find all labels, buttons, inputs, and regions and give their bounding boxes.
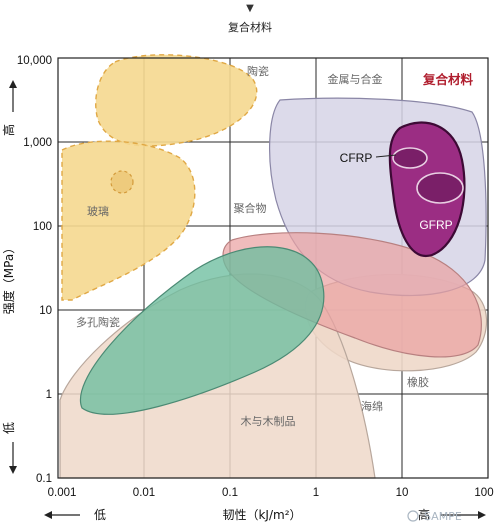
label-foam: 海绵	[361, 399, 383, 413]
x-tick-label: 0.01	[133, 487, 155, 499]
x-tick-label: 10	[396, 487, 409, 499]
label-composites: 复合材料	[422, 72, 474, 87]
header-title: 复合材料	[228, 20, 272, 34]
x-arrow-left-head	[44, 511, 52, 519]
x-tick-label: 0.1	[222, 487, 238, 499]
watermark-text: SAMPE	[424, 510, 462, 523]
y-axis-title-group: 高 强度（MPa） 低	[1, 80, 17, 474]
plot-area: 陶瓷 玻璃 多孔陶瓷 金属与合金 复合材料 CFRP GFRP 聚合物 橡胶 木…	[57, 54, 489, 479]
cfrp-leader	[375, 154, 397, 158]
x-tick-label: 0.001	[48, 487, 77, 499]
label-porous-ceramics: 多孔陶瓷	[76, 315, 120, 329]
x-axis-title-group: 低 韧性（kJ/m²） 高	[44, 507, 486, 522]
y-axis-title: 强度（MPa）	[1, 242, 16, 314]
region-labels: 陶瓷 玻璃 多孔陶瓷 金属与合金 复合材料 CFRP GFRP 聚合物 橡胶 木…	[76, 64, 473, 428]
y-tick-label: 10	[39, 305, 52, 317]
x-tick-label: 100	[474, 487, 493, 499]
region-ceramics	[95, 54, 258, 147]
label-glass: 玻璃	[87, 204, 109, 218]
y-low-label: 低	[2, 422, 16, 434]
y-high-label: 高	[1, 124, 16, 136]
region-glass-core	[110, 170, 134, 194]
x-tick-label: 1	[313, 487, 319, 499]
plot-border	[57, 57, 489, 479]
label-gfrp: GFRP	[419, 218, 452, 232]
x-low-label: 低	[94, 508, 106, 522]
label-cfrp: CFRP	[340, 151, 373, 165]
y-tick-label: 10,000	[17, 55, 52, 67]
watermark-icon	[407, 510, 419, 522]
y-tick-label: 0.1	[36, 473, 52, 485]
y-tick-label: 100	[33, 221, 52, 233]
regions	[59, 54, 488, 479]
y-tick-labels: 10,000 1,000 100 10 1 0.1	[17, 55, 52, 485]
label-wood: 木与木制品	[241, 415, 296, 428]
y-arrow-up-head	[9, 80, 17, 88]
y-tick-label: 1	[46, 389, 52, 401]
region-cfrp	[392, 147, 428, 169]
region-wood	[79, 246, 325, 415]
x-high-label: 高	[418, 507, 430, 522]
label-metals: 金属与合金	[328, 72, 383, 86]
label-rubber: 橡胶	[407, 375, 429, 389]
y-tick-label: 1,000	[23, 137, 52, 149]
region-glass	[61, 140, 196, 301]
x-arrow-right-head	[478, 511, 486, 519]
header-arrow: ▼	[246, 3, 254, 14]
label-ceramics: 陶瓷	[247, 64, 269, 78]
watermark: SAMPE	[407, 510, 462, 523]
label-polymers: 聚合物	[234, 201, 267, 215]
x-tick-labels: 0.001 0.01 0.1 1 10 100	[48, 487, 494, 499]
y-arrow-down-head	[9, 466, 17, 474]
region-gfrp	[416, 172, 464, 204]
x-axis-title: 韧性（kJ/m²）	[222, 508, 301, 522]
